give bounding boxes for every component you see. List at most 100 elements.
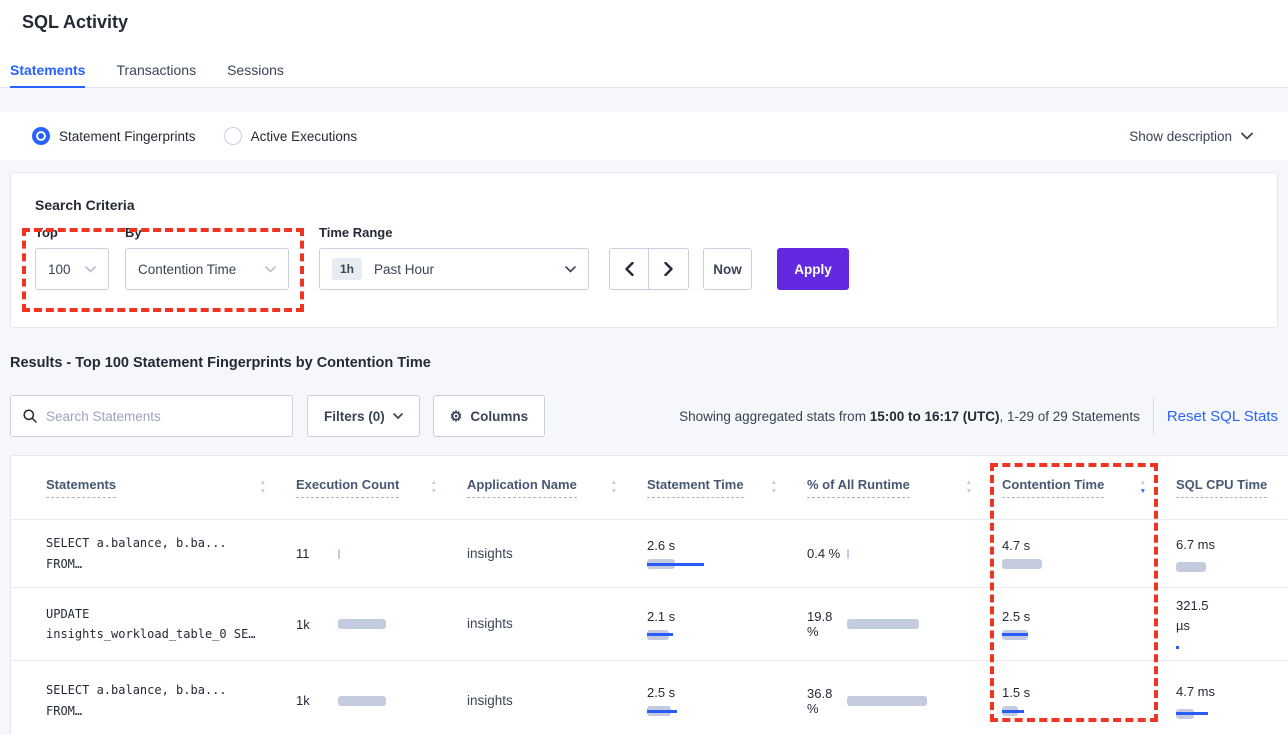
statement-time-bar [647,629,747,640]
tab-statements[interactable]: Statements [10,56,86,88]
show-description-toggle[interactable]: Show description [1129,129,1253,144]
search-statements-input[interactable] [46,408,280,424]
by-select-value: Contention Time [138,261,237,277]
execution-count-cell: 11 [296,546,467,561]
chevron-down-icon [265,265,276,273]
columns-button[interactable]: ⚙ Columns [432,395,546,437]
header-statements[interactable]: Statements ▲ ▼ [46,477,296,498]
execution-count-bar [338,619,438,629]
radio-active-executions[interactable]: Active Executions [223,127,358,145]
apply-button[interactable]: Apply [777,248,849,290]
statement-cell[interactable]: UPDATE insights_workload_table_0 SE… [46,606,256,641]
sort-icon: ▲ ▼ [610,479,617,495]
table-header-row: Statements ▲ ▼ Execution Count ▲ ▼ Applica… [11,456,1288,520]
toolbar-divider [1152,398,1154,434]
chevron-down-icon [1241,132,1253,140]
header-sql-cpu-time[interactable]: SQL CPU Time [1176,477,1288,498]
sql-cpu-time-bar [1176,561,1276,572]
now-button[interactable]: Now [703,248,752,290]
application-name-cell: insights [467,692,513,708]
columns-label: Columns [470,408,529,424]
execution-count-bar [338,548,438,559]
sql-cpu-time-cell: 321.5 µs [1176,596,1288,652]
statement-cell[interactable]: SELECT a.balance, b.ba... FROM… [46,536,227,571]
sort-icon: ▲ ▼ [430,479,437,495]
show-description-label: Show description [1129,128,1232,144]
sort-icon: ▲ ▼ [770,479,777,495]
table-row: UPDATE insights_workload_table_0 SE… 1k … [11,588,1288,661]
pct-runtime-cell: 19.8 % [807,609,1002,639]
statement-time-bar [647,559,747,569]
chevron-down-icon [565,265,576,273]
filters-label: Filters (0) [324,408,385,424]
sort-icon: ▲ ▼ [259,479,266,495]
aggregated-stats-text: Showing aggregated stats from 15:00 to 1… [679,409,1140,424]
by-field: By Contention Time [125,225,289,290]
gear-icon: ⚙ [449,408,463,424]
execution-count-cell: 1k [296,693,467,708]
time-range-label: Time Range [319,225,393,240]
view-toggle-bar: Statement Fingerprints Active Executions… [0,112,1288,160]
sql-cpu-time-cell: 6.7 ms [1176,535,1288,572]
tab-transactions[interactable]: Transactions [116,62,197,78]
sql-cpu-time-bar [1176,708,1276,719]
radio-selected-icon [32,127,50,145]
contention-time-cell: 4.7 s [1002,538,1176,569]
statement-time-cell: 2.6 s [647,538,807,569]
pct-runtime-cell: 36.8 % [807,686,1002,716]
page-title: SQL Activity [22,12,129,32]
statements-table: Statements ▲ ▼ Execution Count ▲ ▼ Applica… [10,455,1288,735]
radio-label: Active Executions [250,128,358,144]
tab-sessions[interactable]: Sessions [227,62,284,78]
reset-sql-stats-link[interactable]: Reset SQL Stats [1166,407,1278,425]
contention-time-cell: 1.5 s [1002,685,1176,716]
sql-cpu-time-cell: 4.7 ms [1176,682,1288,719]
sort-icon: ▲ ▼ [965,479,972,495]
contention-time-bar [1002,629,1102,640]
application-name-cell: insights [467,616,513,631]
statement-time-bar [647,706,747,716]
header-statement-time[interactable]: Statement Time ▲ ▼ [647,477,807,498]
statement-time-cell: 2.1 s [647,609,807,640]
header-pct-all-runtime[interactable]: % of All Runtime ▲ ▼ [807,477,1002,498]
top-select[interactable]: 100 [35,248,109,290]
pct-runtime-bar [847,548,947,559]
time-range-value: Past Hour [374,261,435,277]
radio-statement-fingerprints[interactable]: Statement Fingerprints [32,127,196,145]
stats-range: 15:00 to 16:17 (UTC) [869,408,1000,424]
execution-count-bar [338,695,438,706]
radio-unselected-icon [223,127,242,145]
time-range-badge: 1h [332,258,363,280]
prev-time-button[interactable] [610,249,649,289]
statement-time-cell: 2.5 s [647,685,807,716]
results-toolbar: Filters (0) ⚙ Columns Showing aggregated… [10,395,1278,437]
radio-label: Statement Fingerprints [59,128,196,144]
time-range-field: Time Range 1h Past Hour [319,225,589,290]
stats-suffix: , 1-29 of 29 Statements [999,408,1140,424]
time-range-pager [609,248,689,290]
search-icon [23,409,37,423]
header-execution-count[interactable]: Execution Count ▲ ▼ [296,477,467,498]
top-field: Top 100 [35,225,109,290]
by-select[interactable]: Contention Time [125,248,289,290]
chevron-down-icon [85,265,96,273]
top-label: Top [35,225,58,240]
search-criteria-card: Search Criteria Top 100 By Contention Ti… [10,172,1278,328]
header-contention-time[interactable]: Contention Time ▲ ▼ [1002,477,1176,498]
header-application-name[interactable]: Application Name ▲ ▼ [467,477,647,498]
page-header: SQL Activity Statements Transactions Ses… [0,0,1288,88]
chevron-down-icon [392,412,403,419]
contention-time-bar [1002,706,1102,716]
results-heading: Results - Top 100 Statement Fingerprints… [10,355,431,371]
time-range-select[interactable]: 1h Past Hour [319,248,589,290]
chevron-left-icon [624,262,634,276]
by-label: By [125,225,142,240]
statement-cell[interactable]: SELECT a.balance, b.ba... FROM… [46,683,227,718]
table-row: SELECT a.balance, b.ba... FROM… 1k insig… [11,661,1288,735]
next-time-button[interactable] [649,249,688,289]
chevron-right-icon [664,262,673,276]
stats-prefix: Showing aggregated stats from [679,408,870,424]
sql-cpu-time-bar [1176,642,1276,652]
filters-button[interactable]: Filters (0) [307,395,420,437]
